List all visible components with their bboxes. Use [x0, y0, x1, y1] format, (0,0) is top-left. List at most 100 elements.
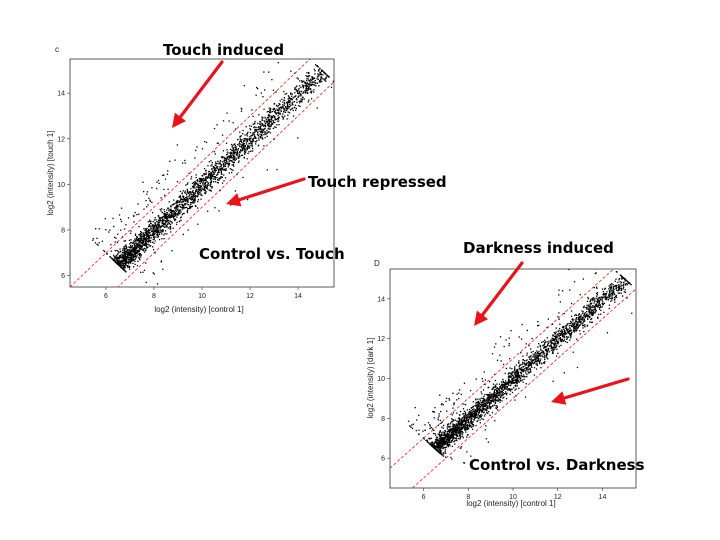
data-point — [243, 157, 245, 159]
data-point — [437, 433, 439, 435]
data-point — [503, 396, 505, 398]
data-point — [269, 120, 271, 122]
data-point — [215, 162, 217, 165]
data-point — [221, 161, 223, 163]
data-point — [148, 231, 150, 233]
data-point — [123, 269, 126, 272]
data-point — [439, 431, 442, 433]
data-point — [489, 398, 491, 400]
data-point — [475, 378, 477, 380]
data-point — [530, 364, 532, 366]
data-point — [607, 299, 610, 301]
data-point — [520, 371, 522, 374]
data-point — [218, 168, 220, 171]
data-point — [508, 382, 510, 384]
data-point — [486, 402, 488, 404]
data-point — [229, 168, 231, 170]
data-point — [483, 399, 486, 401]
data-point — [123, 259, 125, 262]
data-point — [290, 104, 292, 107]
data-point — [182, 207, 184, 209]
data-point — [231, 168, 233, 171]
data-point — [210, 173, 212, 175]
data-point — [247, 144, 249, 146]
data-point — [443, 424, 445, 427]
data-point — [182, 195, 184, 197]
data-point — [186, 183, 188, 185]
data-point — [153, 231, 156, 233]
data-point — [276, 124, 278, 126]
data-point — [555, 339, 557, 341]
data-point — [585, 307, 587, 309]
data-point — [439, 440, 441, 442]
data-point — [434, 445, 436, 447]
data-point — [591, 312, 593, 314]
data-point — [197, 192, 199, 195]
data-point — [479, 422, 481, 424]
data-point — [587, 298, 590, 300]
data-point — [123, 228, 126, 230]
data-point — [239, 131, 241, 133]
data-point — [288, 107, 290, 109]
data-point — [502, 389, 504, 391]
data-point — [552, 350, 554, 352]
data-point — [416, 419, 418, 421]
data-point — [580, 315, 582, 317]
data-point — [466, 418, 468, 421]
data-point — [214, 168, 217, 170]
data-point — [224, 163, 226, 165]
data-point — [487, 441, 489, 443]
data-point — [156, 228, 158, 230]
data-point — [188, 195, 190, 198]
data-point — [147, 234, 149, 236]
data-point — [494, 394, 496, 397]
data-point — [435, 438, 437, 441]
data-point — [279, 103, 281, 106]
data-point — [134, 249, 137, 252]
data-point — [205, 187, 207, 190]
data-point — [603, 294, 605, 296]
data-point — [478, 401, 480, 404]
data-point — [520, 364, 522, 366]
data-point — [520, 367, 523, 369]
data-point — [248, 145, 250, 147]
data-point — [446, 410, 448, 412]
data-point — [538, 355, 540, 357]
data-point — [626, 297, 628, 299]
data-point — [247, 198, 249, 201]
x-tick-label: 14 — [294, 293, 302, 300]
data-point — [534, 361, 536, 363]
data-point — [552, 340, 554, 342]
data-point — [500, 391, 502, 394]
data-point — [538, 350, 540, 353]
data-point — [174, 218, 177, 221]
data-point — [224, 157, 227, 160]
data-point — [573, 328, 575, 330]
data-point — [257, 135, 260, 137]
data-point — [456, 427, 458, 429]
data-point — [601, 299, 603, 301]
data-point — [219, 166, 221, 168]
data-point — [192, 193, 195, 195]
data-point — [162, 229, 164, 231]
data-point — [165, 224, 168, 227]
data-point — [155, 226, 157, 229]
data-point — [216, 174, 218, 176]
data-point — [516, 372, 518, 374]
data-point — [126, 258, 128, 260]
data-point — [495, 407, 497, 409]
data-point — [514, 368, 516, 371]
data-point — [598, 313, 600, 316]
data-point — [152, 241, 154, 243]
data-point — [147, 235, 149, 237]
data-point — [221, 134, 224, 136]
data-point — [306, 72, 308, 74]
data-point — [474, 411, 476, 413]
data-point — [516, 373, 518, 375]
data-point — [195, 182, 197, 184]
data-point — [453, 419, 455, 421]
data-point — [499, 385, 501, 388]
data-point — [158, 222, 160, 224]
data-point — [309, 79, 311, 82]
data-point — [273, 102, 276, 105]
